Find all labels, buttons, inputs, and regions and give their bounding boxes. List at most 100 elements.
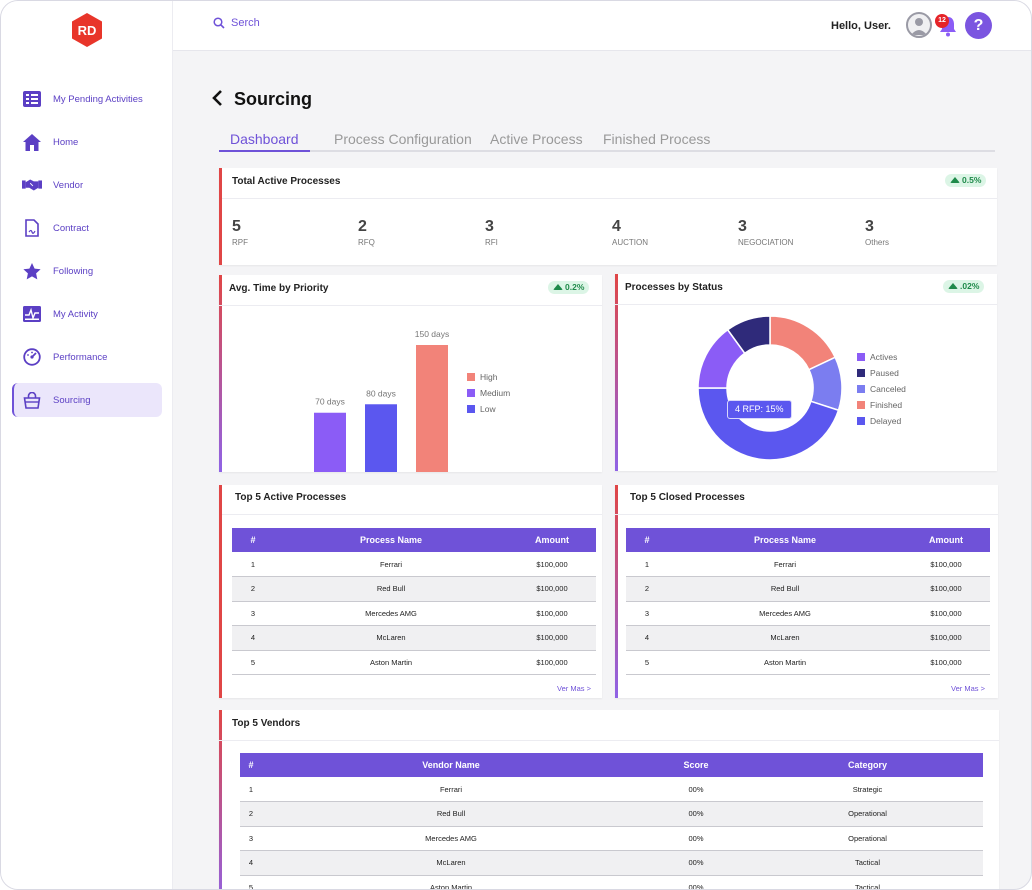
search-icon xyxy=(213,17,225,29)
sidebar-item-sourcing[interactable]: Sourcing xyxy=(12,383,162,417)
notification-badge: 12 xyxy=(935,14,949,28)
sidebar-item-label: Home xyxy=(53,136,79,148)
cell: $100,000 xyxy=(508,552,596,577)
stat-value: 5 xyxy=(232,218,241,235)
stat-label: RFQ xyxy=(358,238,375,247)
top-active-table: # Process Name Amount 1 Ferrari $100,000 2… xyxy=(232,528,596,675)
column-header: Score xyxy=(640,753,752,777)
legend-actives: Actives xyxy=(857,352,897,362)
processes-by-status-card: Processes by Status .02% 4 RFP: 15% Acti… xyxy=(615,274,997,471)
cell: 1 xyxy=(240,777,262,802)
help-button[interactable]: ? xyxy=(965,12,992,39)
stat-value: 3 xyxy=(865,218,874,235)
legend-high: High xyxy=(467,372,497,382)
legend-label: Finished xyxy=(870,400,903,410)
legend-label: Paused xyxy=(870,368,899,378)
table-row[interactable]: 1 Ferrari $100,000 xyxy=(232,552,596,577)
card-title: Avg. Time by Priority xyxy=(229,283,329,294)
tab-active-process[interactable]: Active Process xyxy=(490,131,583,147)
table-row[interactable]: 4 McLaren $100,000 xyxy=(232,625,596,651)
cell: McLaren xyxy=(668,625,902,651)
cell: 3 xyxy=(232,601,274,626)
table-row[interactable]: 4 McLaren 00% Tactical xyxy=(240,850,983,876)
tab-dashboard[interactable]: Dashboard xyxy=(219,131,310,152)
home-icon xyxy=(22,132,42,152)
tab-finished-process[interactable]: Finished Process xyxy=(603,131,711,147)
table-row[interactable]: 3 Mercedes AMG $100,000 xyxy=(232,601,596,626)
tab-process-configuration[interactable]: Process Configuration xyxy=(334,131,472,147)
donut-slice-paused[interactable] xyxy=(726,315,771,355)
cell: 5 xyxy=(232,650,274,675)
search-input[interactable]: Serch xyxy=(213,17,260,29)
cell: $100,000 xyxy=(508,650,596,675)
cell: 3 xyxy=(240,826,262,851)
sidebar-item-vendor[interactable]: Vendor xyxy=(12,168,162,202)
table-row[interactable]: 5 Aston Martin $100,000 xyxy=(626,650,990,675)
top-vendors-card: Top 5 Vendors # Vendor Name Score Catego… xyxy=(219,710,999,889)
avatar[interactable] xyxy=(906,12,932,38)
stat-label: AUCTION xyxy=(612,238,648,247)
bar[interactable] xyxy=(416,345,448,472)
stat-label: Others xyxy=(865,238,890,247)
sidebar-item-contract[interactable]: Contract xyxy=(12,211,162,245)
cell: 4 xyxy=(626,625,668,651)
divider xyxy=(222,514,602,515)
sidebar-item-pending-activities[interactable]: My Pending Activities xyxy=(12,82,162,116)
trend-badge: .02% xyxy=(943,280,985,293)
table-row[interactable]: 5 Aston Martin $100,000 xyxy=(232,650,596,675)
sidebar-item-label: Following xyxy=(53,265,94,277)
card-title: Top 5 Active Processes xyxy=(235,492,347,503)
table-row[interactable]: 2 Red Bull $100,000 xyxy=(626,576,990,602)
stat-value: 3 xyxy=(738,218,747,235)
cell: Aston Martin xyxy=(274,650,508,675)
cell: $100,000 xyxy=(902,552,990,577)
cell: 00% xyxy=(640,801,752,827)
sidebar-item-label: Contract xyxy=(53,222,89,234)
stat-value: 4 xyxy=(612,218,621,235)
table-row[interactable]: 3 Mercedes AMG $100,000 xyxy=(626,601,990,626)
trend-badge: 0.5% xyxy=(945,174,987,187)
back-icon[interactable] xyxy=(211,89,225,107)
divider xyxy=(615,514,998,515)
sidebar-item-my-activity[interactable]: My Activity xyxy=(12,297,162,331)
sidebar-item-performance[interactable]: Performance xyxy=(12,340,162,374)
table-row[interactable]: 4 McLaren $100,000 xyxy=(626,625,990,651)
cell: Tactical xyxy=(752,875,983,889)
ver-mas-link[interactable]: Ver Mas > xyxy=(951,684,985,693)
sidebar-item-home[interactable]: Home xyxy=(12,125,162,159)
page-title: Sourcing xyxy=(234,89,313,109)
legend-label: Actives xyxy=(870,352,898,362)
legend-paused: Paused xyxy=(857,368,899,378)
column-header: Process Name xyxy=(274,528,508,552)
table-row[interactable]: 5 Aston Martin 00% Tactical xyxy=(240,875,983,889)
donut-slice-delayed[interactable] xyxy=(697,387,840,461)
top-vendors-table: # Vendor Name Score Category 1 Ferrari 00%… xyxy=(240,753,983,889)
legend-swatch xyxy=(857,401,865,409)
table-row[interactable]: 1 Ferrari $100,000 xyxy=(626,552,990,577)
bar-chart: 70 days 80 days 150 days xyxy=(314,329,449,472)
top-active-processes-card: Top 5 Active Processes # Process Name Am… xyxy=(219,485,602,698)
legend-label: High xyxy=(480,372,498,382)
table-row[interactable]: 2 Red Bull 00% Operational xyxy=(240,801,983,827)
stat-others: 3 Others xyxy=(865,218,889,247)
bar[interactable] xyxy=(365,404,397,472)
ver-mas-link[interactable]: Ver Mas > xyxy=(557,684,591,693)
card-title: Total Active Processes xyxy=(232,176,341,187)
sidebar-item-following[interactable]: Following xyxy=(12,254,162,288)
logo-icon[interactable]: RD xyxy=(69,12,105,48)
cell: Mercedes AMG xyxy=(262,826,640,851)
card-title: Top 5 Closed Processes xyxy=(630,492,745,503)
cell: Ferrari xyxy=(262,777,640,802)
legend-swatch xyxy=(857,353,865,361)
table-row[interactable]: 1 Ferrari 00% Strategic xyxy=(240,777,983,802)
cell: $100,000 xyxy=(902,576,990,602)
bar[interactable] xyxy=(314,412,346,472)
table-row[interactable]: 2 Red Bull $100,000 xyxy=(232,576,596,602)
gauge-icon xyxy=(22,347,42,367)
column-header: # xyxy=(232,528,274,552)
cell: 3 xyxy=(626,601,668,626)
stat-value: 3 xyxy=(485,218,494,235)
cell: Tactical xyxy=(752,850,983,876)
table-row[interactable]: 3 Mercedes AMG 00% Operational xyxy=(240,826,983,851)
cell: Mercedes AMG xyxy=(274,601,508,626)
